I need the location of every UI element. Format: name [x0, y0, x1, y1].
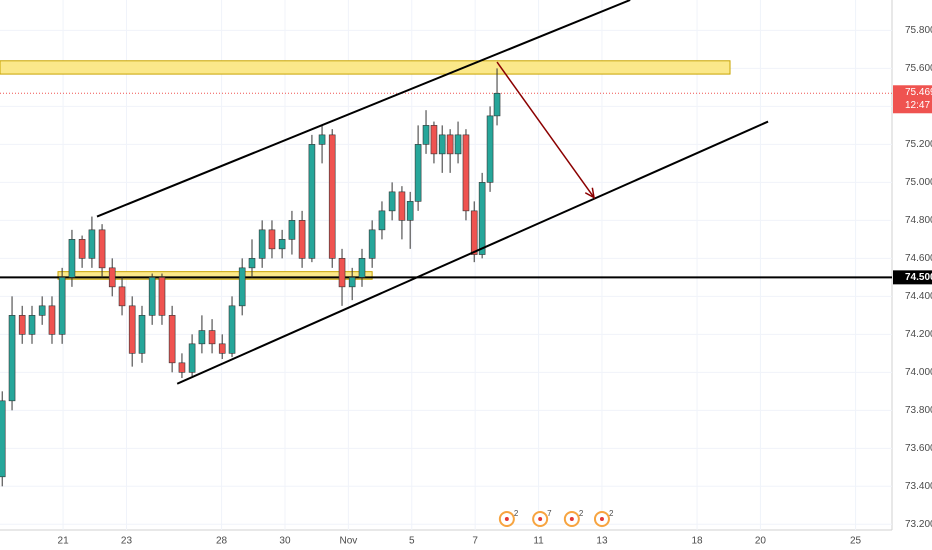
candle-body [158, 277, 166, 316]
last-price-label: 75.469 [905, 87, 932, 98]
candle-body [348, 277, 356, 288]
x-tick-label: 23 [121, 536, 133, 547]
event-count: 2 [609, 509, 614, 518]
x-tick-label: 18 [691, 536, 703, 547]
event-count: 2 [514, 509, 519, 518]
event-dot [569, 517, 574, 521]
candle-body [298, 220, 306, 259]
candle-body [8, 315, 16, 402]
candle-body [128, 305, 136, 354]
y-tick-label: 74.600 [905, 253, 932, 264]
y-tick-label: 75.000 [905, 177, 932, 188]
candle-body [288, 220, 296, 240]
candle-body [446, 134, 454, 155]
candle-body [28, 315, 36, 335]
candle-body [218, 343, 226, 354]
x-tick-label: 5 [409, 536, 415, 547]
y-tick-label: 73.600 [905, 443, 932, 454]
y-tick-label: 74.200 [905, 329, 932, 340]
y-tick-label: 73.200 [905, 519, 932, 530]
candle-body [208, 330, 216, 345]
candle-body [328, 134, 336, 259]
candle-body [454, 134, 462, 155]
y-tick-label: 74.000 [905, 367, 932, 378]
candle-body [308, 144, 316, 259]
candle-body [148, 277, 156, 316]
candle-body [398, 191, 406, 221]
y-tick-label: 75.600 [905, 63, 932, 74]
event-dot [504, 517, 509, 521]
y-tick-label: 73.800 [905, 405, 932, 416]
y-tick-label: 74.400 [905, 291, 932, 302]
candle-body [318, 134, 326, 145]
candle-body [414, 144, 422, 202]
x-tick-label: 7 [472, 536, 478, 547]
candle-body [388, 191, 396, 212]
x-tick-label: 20 [755, 536, 767, 547]
candle-body [470, 210, 478, 255]
trend-line [176, 120, 769, 385]
arrow-line [496, 61, 595, 198]
candle-body [98, 229, 106, 269]
candle-body [268, 229, 276, 250]
candle-body [88, 229, 96, 259]
candle-body [462, 134, 470, 212]
event-dot [599, 517, 604, 521]
candle-body [338, 258, 346, 288]
candle-body [168, 315, 176, 364]
x-tick-label: Nov [339, 536, 357, 547]
candle-body [422, 125, 430, 145]
candle-body [198, 330, 206, 345]
event-count: 2 [579, 509, 584, 518]
zone [0, 60, 731, 75]
candle-body [138, 315, 146, 354]
x-tick-label: 28 [216, 536, 228, 547]
candle-body [248, 258, 256, 269]
candle-body [358, 258, 366, 278]
candle-body [68, 239, 76, 278]
candle-body [406, 201, 414, 221]
trend-line [96, 0, 631, 218]
candle-body [368, 229, 376, 259]
candle-body [108, 267, 116, 288]
level-label: 74.500 [905, 272, 932, 283]
y-tick-label: 75.800 [905, 25, 932, 36]
y-tick-label: 75.200 [905, 139, 932, 150]
x-tick-label: 11 [533, 536, 544, 547]
candle-body [258, 229, 266, 259]
x-tick-label: 13 [596, 536, 608, 547]
candle-body [478, 182, 486, 255]
event-count: 7 [547, 509, 552, 518]
candle-body [228, 305, 236, 354]
event-dot [538, 517, 543, 521]
x-tick-label: 21 [58, 536, 70, 547]
last-price-box [893, 85, 932, 114]
candle-body [48, 305, 56, 335]
candle-body [38, 305, 46, 316]
arrow-head [584, 187, 596, 199]
level-label-box [893, 270, 932, 285]
candle-body [58, 277, 66, 335]
countdown-label: 12:47 [905, 100, 930, 111]
x-tick-label: 25 [850, 536, 862, 547]
zone [57, 271, 373, 280]
candle-body [378, 210, 386, 231]
candle-body [238, 267, 246, 307]
candle-body [78, 239, 86, 259]
candle-body [188, 343, 196, 373]
candle-body [118, 286, 126, 307]
candle-body [278, 239, 286, 250]
candle-body [430, 125, 438, 155]
candle-body [493, 92, 501, 117]
candle-body [486, 115, 494, 183]
candle-body [18, 315, 26, 335]
y-tick-label: 74.800 [905, 215, 932, 226]
y-tick-label: 73.400 [905, 481, 932, 492]
candle-body [178, 362, 186, 373]
candle-body [0, 400, 6, 478]
x-tick-label: 30 [279, 536, 291, 547]
candle-body [438, 134, 446, 155]
